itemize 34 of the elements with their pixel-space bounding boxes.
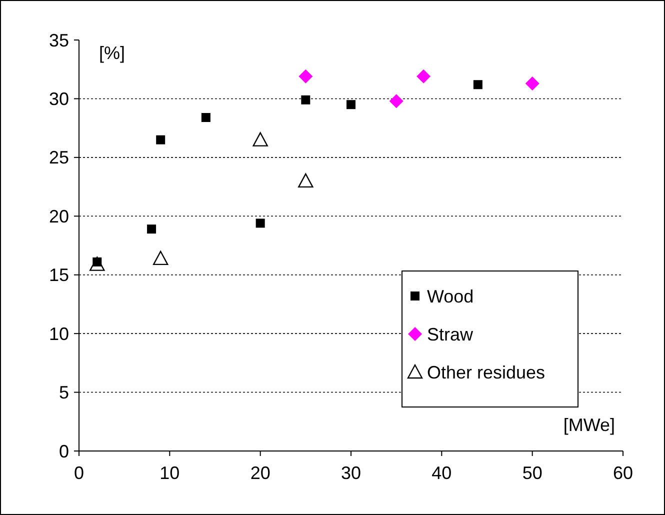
legend-label: Other residues bbox=[427, 362, 546, 382]
y-tick-label: 5 bbox=[58, 382, 69, 403]
y-tick-label: 10 bbox=[48, 324, 69, 344]
point bbox=[301, 95, 310, 104]
x-tick-label: 0 bbox=[74, 463, 84, 483]
point bbox=[525, 76, 540, 90]
x-tick-label: 40 bbox=[432, 463, 452, 483]
point bbox=[252, 132, 268, 146]
x-tick-label: 20 bbox=[250, 463, 270, 483]
x-tick-label: 10 bbox=[160, 463, 180, 483]
point bbox=[147, 224, 156, 234]
point bbox=[346, 100, 356, 110]
point bbox=[256, 218, 265, 228]
point bbox=[416, 69, 431, 84]
x-axis-title: [MWe] bbox=[563, 415, 615, 435]
y-tick-label: 15 bbox=[48, 265, 69, 286]
point bbox=[389, 94, 404, 108]
x-tick-label: 50 bbox=[522, 463, 542, 483]
point bbox=[153, 250, 168, 266]
y-tick-label: 30 bbox=[48, 89, 69, 110]
y-axis-title: [%] bbox=[99, 43, 126, 63]
legend-label: Wood bbox=[427, 286, 474, 306]
y-tick-label: 35 bbox=[48, 30, 69, 50]
y-tick-label: 25 bbox=[48, 148, 69, 168]
point bbox=[298, 69, 313, 84]
y-tick-label: 20 bbox=[48, 206, 69, 226]
point bbox=[156, 135, 166, 144]
point bbox=[298, 173, 314, 188]
legend-label: Straw bbox=[427, 324, 474, 344]
point bbox=[473, 80, 482, 90]
x-tick-label: 30 bbox=[340, 463, 362, 483]
y-tick-label: 0 bbox=[58, 441, 69, 462]
x-tick-label: 60 bbox=[612, 463, 634, 483]
point bbox=[201, 113, 210, 122]
